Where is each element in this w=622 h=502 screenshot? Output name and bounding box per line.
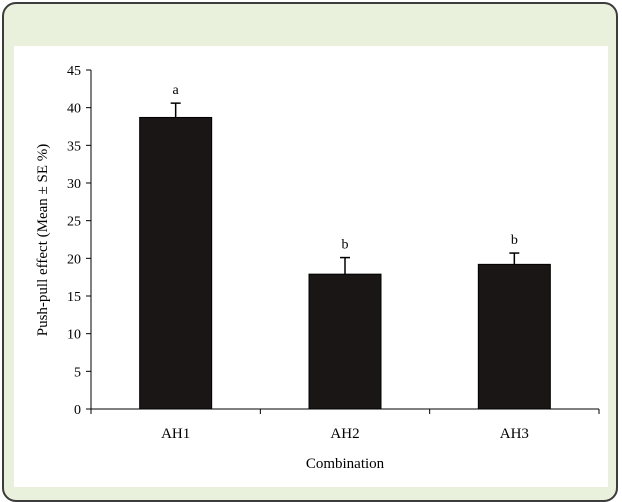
category-label-ah3: AH3 (500, 426, 529, 442)
bar-ah1 (139, 116, 213, 410)
y-tick-label-10: 10 (67, 328, 81, 343)
category-labels-group: AH1 AH2 AH3 (161, 426, 529, 442)
significance-letter-ah1: a (173, 83, 180, 98)
y-tick-label-15: 15 (67, 290, 81, 305)
y-tick-label-0: 0 (74, 403, 81, 418)
bar-ah2 (308, 273, 382, 410)
bars-group (139, 116, 551, 410)
y-tick-label-35: 35 (67, 139, 81, 154)
y-tick-label-20: 20 (67, 252, 81, 267)
error-bars-group (170, 102, 520, 275)
category-label-ah2: AH2 (330, 426, 359, 442)
y-tick-label-45: 45 (67, 64, 81, 79)
y-tick-label-40: 40 (67, 102, 81, 117)
y-axis-title: Push-pull effect (Mean ± SE %) (35, 144, 51, 337)
x-axis-ticks (90, 409, 600, 414)
y-axis-ticks: 0 5 10 15 20 25 30 35 40 45 (67, 64, 91, 418)
y-tick-label-5: 5 (74, 365, 81, 380)
significance-letters-group: a b b (173, 83, 518, 252)
bar-chart: 0 5 10 15 20 25 30 35 40 45 a b b AH1 AH2 AH3 Combina… (14, 46, 608, 487)
significance-letter-ah3: b (511, 233, 518, 248)
x-axis-title: Combination (306, 456, 385, 472)
significance-letter-ah2: b (342, 238, 349, 253)
y-tick-label-25: 25 (67, 215, 81, 230)
category-label-ah1: AH1 (161, 426, 190, 442)
y-tick-label-30: 30 (67, 177, 81, 192)
bar-ah3 (477, 263, 551, 410)
